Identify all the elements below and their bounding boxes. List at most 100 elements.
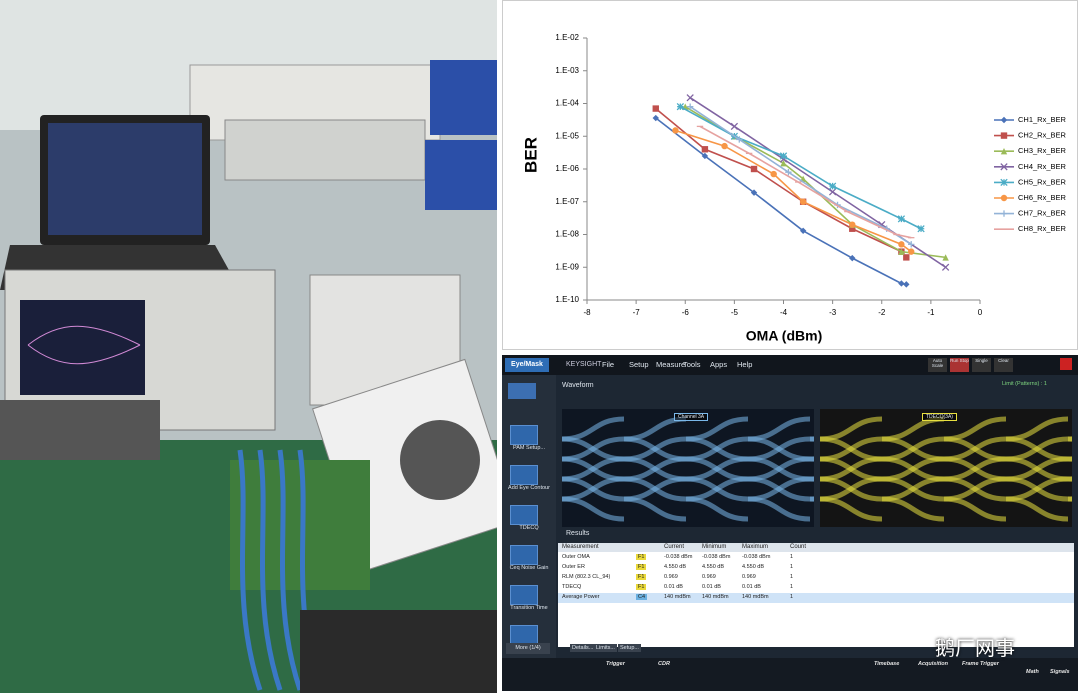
table-cell: 0.969 (702, 574, 716, 580)
eye-trace (809, 496, 814, 502)
side-button[interactable]: Ceq Noise Gain (509, 565, 549, 571)
panel-button[interactable]: Details... (570, 644, 596, 652)
scope-screenshot: Eye/Mask KEYSIGHT File Setup Measure Tools App… (502, 355, 1078, 691)
x-tick-label: -7 (633, 308, 641, 317)
panel-button[interactable]: Limits... (594, 644, 617, 652)
marker (1000, 194, 1008, 202)
side-icon (510, 545, 538, 565)
marker (849, 254, 856, 262)
eye-trace (809, 436, 814, 442)
marker (828, 188, 837, 196)
marker (1000, 210, 1008, 217)
marker (676, 103, 684, 111)
table-cell: 0.01 dB (742, 584, 761, 590)
eye-trace (881, 496, 945, 522)
brand: KEYSIGHT (566, 361, 602, 368)
table-cell: Outer ER (562, 564, 585, 570)
y-tick-label: 1.E-04 (555, 99, 579, 108)
eye-trace (1067, 476, 1072, 482)
tab[interactable]: Waveform (562, 382, 594, 389)
eye-trace (1067, 436, 1072, 442)
series-line (679, 105, 922, 230)
table-cell: Average Power (562, 594, 600, 600)
marker (1000, 163, 1008, 171)
table-cell: 1 (790, 554, 794, 560)
menu-item[interactable]: Setup (629, 360, 649, 369)
panel-button[interactable]: Setup... (618, 644, 641, 652)
series: CH6_Rx_BER (672, 127, 1067, 255)
results-table: Measurement Current Minimum Maximum Count Out… (558, 543, 1074, 647)
side-button[interactable]: PAM Setup... (513, 445, 545, 451)
table-cell: 0.01 dB (702, 584, 721, 590)
eye-trace (809, 496, 814, 502)
toolbar-button[interactable]: Run Stop (950, 358, 969, 372)
eye-trace (1067, 456, 1072, 462)
eye-trace (623, 496, 687, 522)
x-tick-label: -6 (682, 308, 690, 317)
tab[interactable]: Results (566, 530, 590, 537)
table-cell: 140 mdBm (664, 594, 691, 600)
marker (785, 168, 792, 176)
eye-label: Channel 3A (674, 413, 709, 421)
eye-trace (562, 416, 625, 442)
marker (828, 182, 837, 190)
side-button[interactable]: Transition Time (510, 605, 548, 611)
eye-trace (747, 416, 811, 442)
toolbar-button[interactable]: Auto Scale (928, 358, 947, 372)
footer-item: Trigger (606, 661, 625, 667)
menu-item[interactable]: Apps (710, 360, 728, 369)
x-tick-label: -3 (829, 308, 837, 317)
more-button[interactable]: More (1/4) (506, 643, 550, 654)
marker (898, 248, 905, 255)
marker (730, 122, 739, 131)
marker (779, 152, 788, 160)
eye-trace (881, 416, 945, 442)
close-button[interactable] (1060, 358, 1072, 370)
marker (1000, 148, 1008, 155)
footer-item: CDR (658, 661, 670, 667)
legend-label: CH4_Rx_BER (1018, 162, 1067, 171)
side-button[interactable]: TDECQ (519, 525, 539, 531)
marker (652, 105, 659, 112)
y-tick-label: 1.E-09 (555, 262, 579, 271)
eye-diagram (562, 409, 814, 527)
toolbar-button[interactable]: Single (972, 358, 991, 372)
menu-item[interactable]: Help (737, 360, 753, 369)
menu-item[interactable]: Tools (683, 360, 701, 369)
footer-item: Frame Trigger (962, 661, 999, 667)
table-cell: Outer OMA (562, 554, 590, 560)
marker (736, 136, 743, 143)
status-bar (502, 658, 1078, 691)
ber-chart: BER OMA (dBm) 1.E-02 1.E-03 1.E-04 1.E-05 1.… (502, 0, 1078, 350)
marker (701, 146, 709, 153)
row-highlight (558, 593, 1074, 603)
eye-trace (809, 456, 814, 462)
side-icon (510, 425, 538, 445)
marker (898, 241, 905, 248)
x-axis-label: OMA (dBm) (746, 328, 822, 344)
menu-item[interactable]: File (602, 360, 615, 369)
footer-item: Acquisition (918, 661, 948, 667)
eye-trace (1067, 436, 1072, 442)
menu-item[interactable]: Measure (656, 360, 686, 369)
table-cell: -0.038 dBm (742, 554, 771, 560)
eye-trace (809, 456, 814, 462)
eye-trace (1067, 496, 1072, 502)
marker (942, 254, 949, 261)
eye-trace (685, 416, 749, 442)
table-cell: 1 (790, 594, 794, 600)
toolbar-button[interactable]: Clear (994, 358, 1013, 372)
mode-button[interactable]: Eye/Mask (505, 358, 549, 372)
column-header: Count (790, 544, 807, 550)
y-tick-label: 1.E-10 (555, 295, 579, 304)
marker (686, 94, 694, 102)
x-tick-label: -5 (731, 308, 739, 317)
eye-trace (562, 496, 625, 522)
side-icon (510, 625, 538, 645)
side-button[interactable]: Add Eye Contour (508, 485, 550, 491)
eye-trace (685, 496, 749, 522)
marker (1000, 116, 1008, 124)
eye-trace (943, 416, 1007, 442)
table-cell: TDECQ (562, 584, 582, 590)
